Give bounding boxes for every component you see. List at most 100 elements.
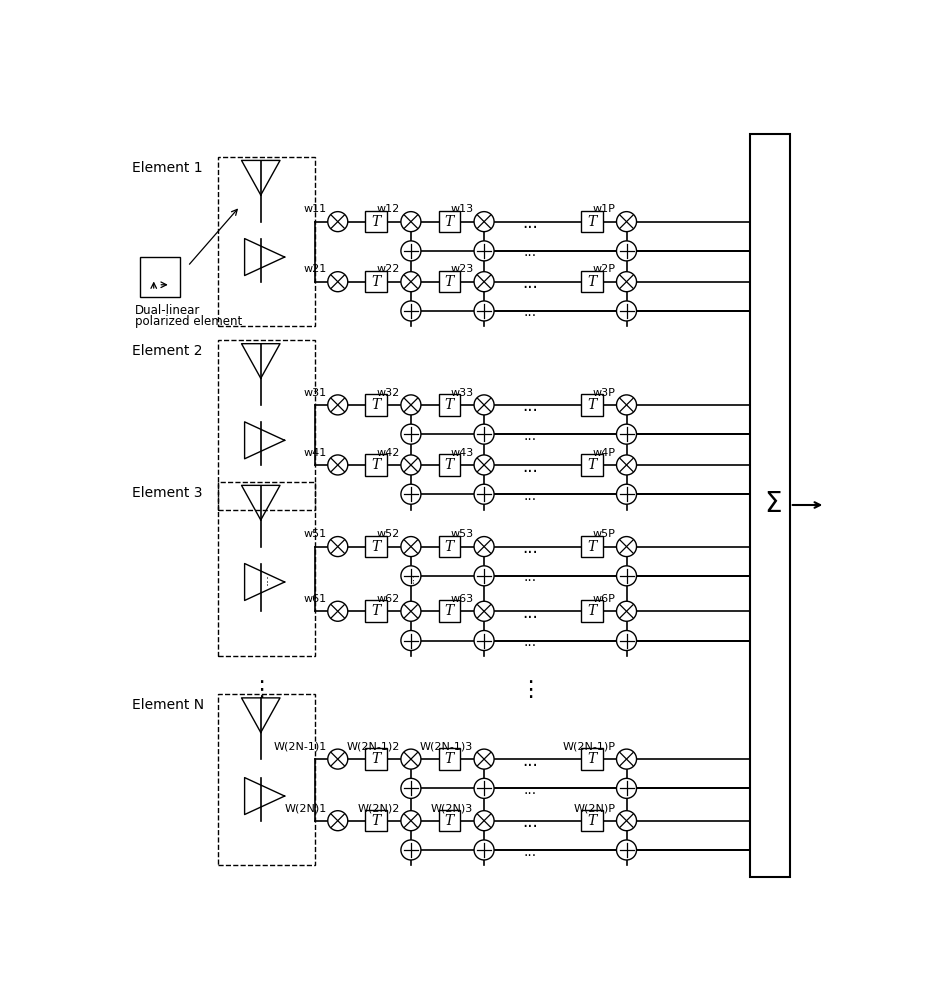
Text: W(2N-1)3: W(2N-1)3 [420, 742, 473, 752]
Text: Element N: Element N [132, 698, 204, 712]
Bar [580, 394, 602, 416]
Text: w1P: w1P [592, 204, 616, 214]
Text: w53: w53 [450, 529, 473, 539]
Text: w2P: w2P [592, 264, 616, 274]
Bar [438, 211, 460, 232]
Text: ⋮: ⋮ [249, 680, 272, 700]
Circle shape [327, 212, 348, 232]
Text: w51: w51 [303, 529, 326, 539]
Text: T: T [587, 540, 596, 554]
Circle shape [616, 212, 636, 232]
Bar [438, 810, 460, 831]
Bar [749, 134, 789, 877]
Text: ...: ... [405, 572, 415, 583]
Text: w41: w41 [303, 448, 326, 458]
Bar [580, 211, 602, 232]
Text: w42: w42 [376, 448, 400, 458]
Bar [365, 271, 387, 292]
Text: T: T [587, 275, 596, 289]
Text: w21: w21 [303, 264, 326, 274]
Text: T: T [587, 215, 596, 229]
Text: ...: ... [523, 635, 536, 649]
Circle shape [616, 301, 636, 321]
Text: ...: ... [522, 458, 538, 476]
Bar [365, 810, 387, 831]
Circle shape [327, 272, 348, 292]
Bar [365, 748, 387, 770]
Text: w43: w43 [450, 448, 473, 458]
Circle shape [400, 424, 421, 444]
Circle shape [400, 840, 421, 860]
Circle shape [327, 455, 348, 475]
Text: T: T [444, 814, 453, 828]
Text: T: T [371, 752, 380, 766]
Circle shape [400, 566, 421, 586]
Circle shape [616, 840, 636, 860]
Circle shape [616, 241, 636, 261]
Text: Element 2: Element 2 [132, 344, 202, 358]
Circle shape [327, 749, 348, 769]
Circle shape [474, 395, 493, 415]
Bar [438, 536, 460, 557]
Bar [218, 482, 314, 656]
Circle shape [474, 241, 493, 261]
Circle shape [474, 272, 493, 292]
Circle shape [400, 778, 421, 798]
Text: T: T [587, 604, 596, 618]
Text: T: T [444, 540, 453, 554]
Text: polarized element: polarized element [135, 315, 242, 328]
Circle shape [616, 811, 636, 831]
Circle shape [616, 778, 636, 798]
Text: ...: ... [522, 752, 538, 770]
Circle shape [616, 424, 636, 444]
Circle shape [400, 811, 421, 831]
Circle shape [400, 749, 421, 769]
Circle shape [616, 537, 636, 557]
Bar [580, 536, 602, 557]
Text: w22: w22 [376, 264, 400, 274]
Text: w52: w52 [376, 529, 400, 539]
Circle shape [327, 811, 348, 831]
Bar [580, 271, 602, 292]
Text: T: T [444, 458, 453, 472]
Text: w33: w33 [450, 388, 473, 398]
Text: Dual-linear: Dual-linear [135, 304, 200, 317]
Text: w5P: w5P [592, 529, 616, 539]
Bar [580, 600, 602, 622]
Circle shape [474, 840, 493, 860]
Text: w23: w23 [450, 264, 473, 274]
Text: w12: w12 [376, 204, 400, 214]
Text: T: T [371, 814, 380, 828]
Text: W(2N-1)2: W(2N-1)2 [347, 742, 400, 752]
Circle shape [474, 537, 493, 557]
Text: Element 1: Element 1 [132, 161, 203, 175]
Text: T: T [587, 458, 596, 472]
Text: W(2N)P: W(2N)P [573, 803, 616, 813]
Text: ...: ... [522, 274, 538, 292]
Text: ...: ... [522, 539, 538, 557]
Circle shape [474, 749, 493, 769]
Text: ...: ... [258, 573, 271, 585]
Text: W(2N)1: W(2N)1 [285, 803, 326, 813]
Text: ...: ... [522, 813, 538, 831]
Text: w11: w11 [303, 204, 326, 214]
Circle shape [474, 631, 493, 651]
Bar [365, 536, 387, 557]
Text: T: T [444, 604, 453, 618]
Text: W(2N)3: W(2N)3 [430, 803, 473, 813]
Bar [580, 454, 602, 476]
Text: ...: ... [523, 429, 536, 443]
Bar [438, 271, 460, 292]
Circle shape [400, 455, 421, 475]
Text: ...: ... [523, 489, 536, 503]
Circle shape [616, 395, 636, 415]
Circle shape [616, 566, 636, 586]
Text: w3P: w3P [592, 388, 616, 398]
Circle shape [474, 778, 493, 798]
Bar [365, 600, 387, 622]
Circle shape [400, 212, 421, 232]
Text: T: T [587, 814, 596, 828]
Text: ...: ... [522, 604, 538, 622]
Bar [218, 157, 314, 326]
Bar [438, 748, 460, 770]
